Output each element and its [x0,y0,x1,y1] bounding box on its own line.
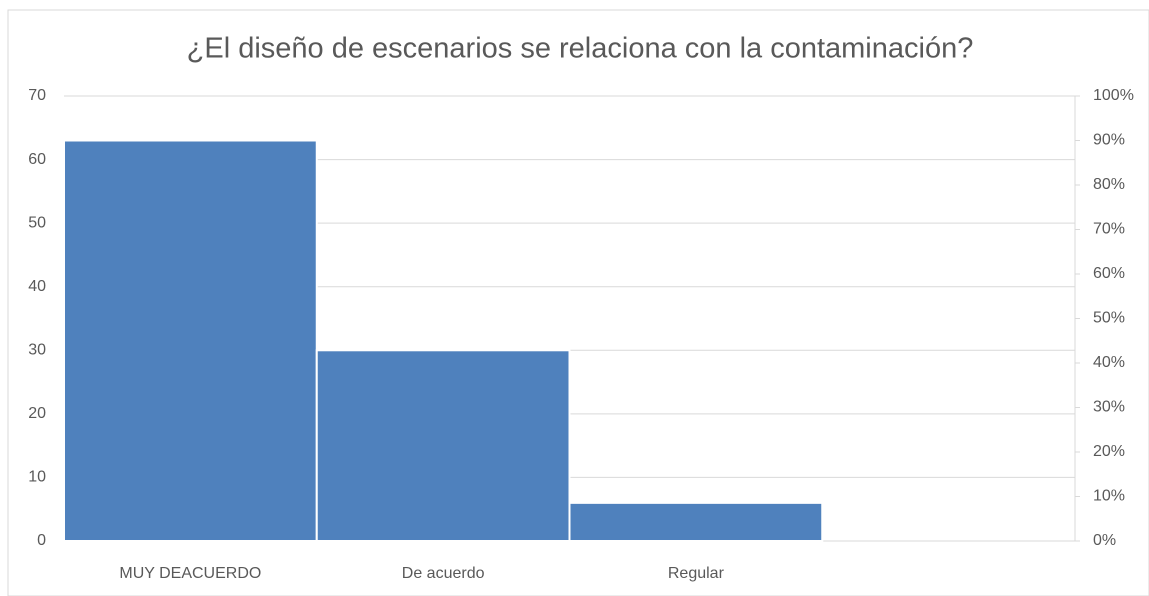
y-tick-label: 50 [28,214,46,231]
x-tick-label: MUY DEACUERDO [119,565,261,582]
y2-tick-label: 0% [1093,532,1116,549]
y2-tick-label: 10% [1093,488,1125,505]
y-tick-label: 30 [28,342,46,359]
y-tick-label: 10 [28,469,46,486]
y2-tick-label: 20% [1093,443,1125,460]
y2-tick-label: 60% [1093,265,1125,282]
y2-tick-label: 40% [1093,354,1125,371]
y-tick-label: 70 [28,87,46,104]
x-tick-label: De acuerdo [402,565,485,582]
y-tick-label: 40 [28,278,46,295]
y-tick-label: 20 [28,405,46,422]
y2-tick-label: 90% [1093,132,1125,149]
bar [315,349,571,542]
bar [63,139,318,542]
y2-tick-label: 30% [1093,399,1125,416]
x-tick-label: Regular [668,565,725,582]
y2-tick-label: 100% [1093,87,1134,104]
y-tick-label: 60 [28,151,46,168]
chart-title: ¿El diseño de escenarios se relaciona co… [187,33,974,65]
y2-tick-label: 50% [1093,310,1125,327]
bar [568,501,824,543]
y2-tick-label: 80% [1093,176,1125,193]
y-tick-label: 0 [37,532,46,549]
y2-tick-label: 70% [1093,221,1125,238]
